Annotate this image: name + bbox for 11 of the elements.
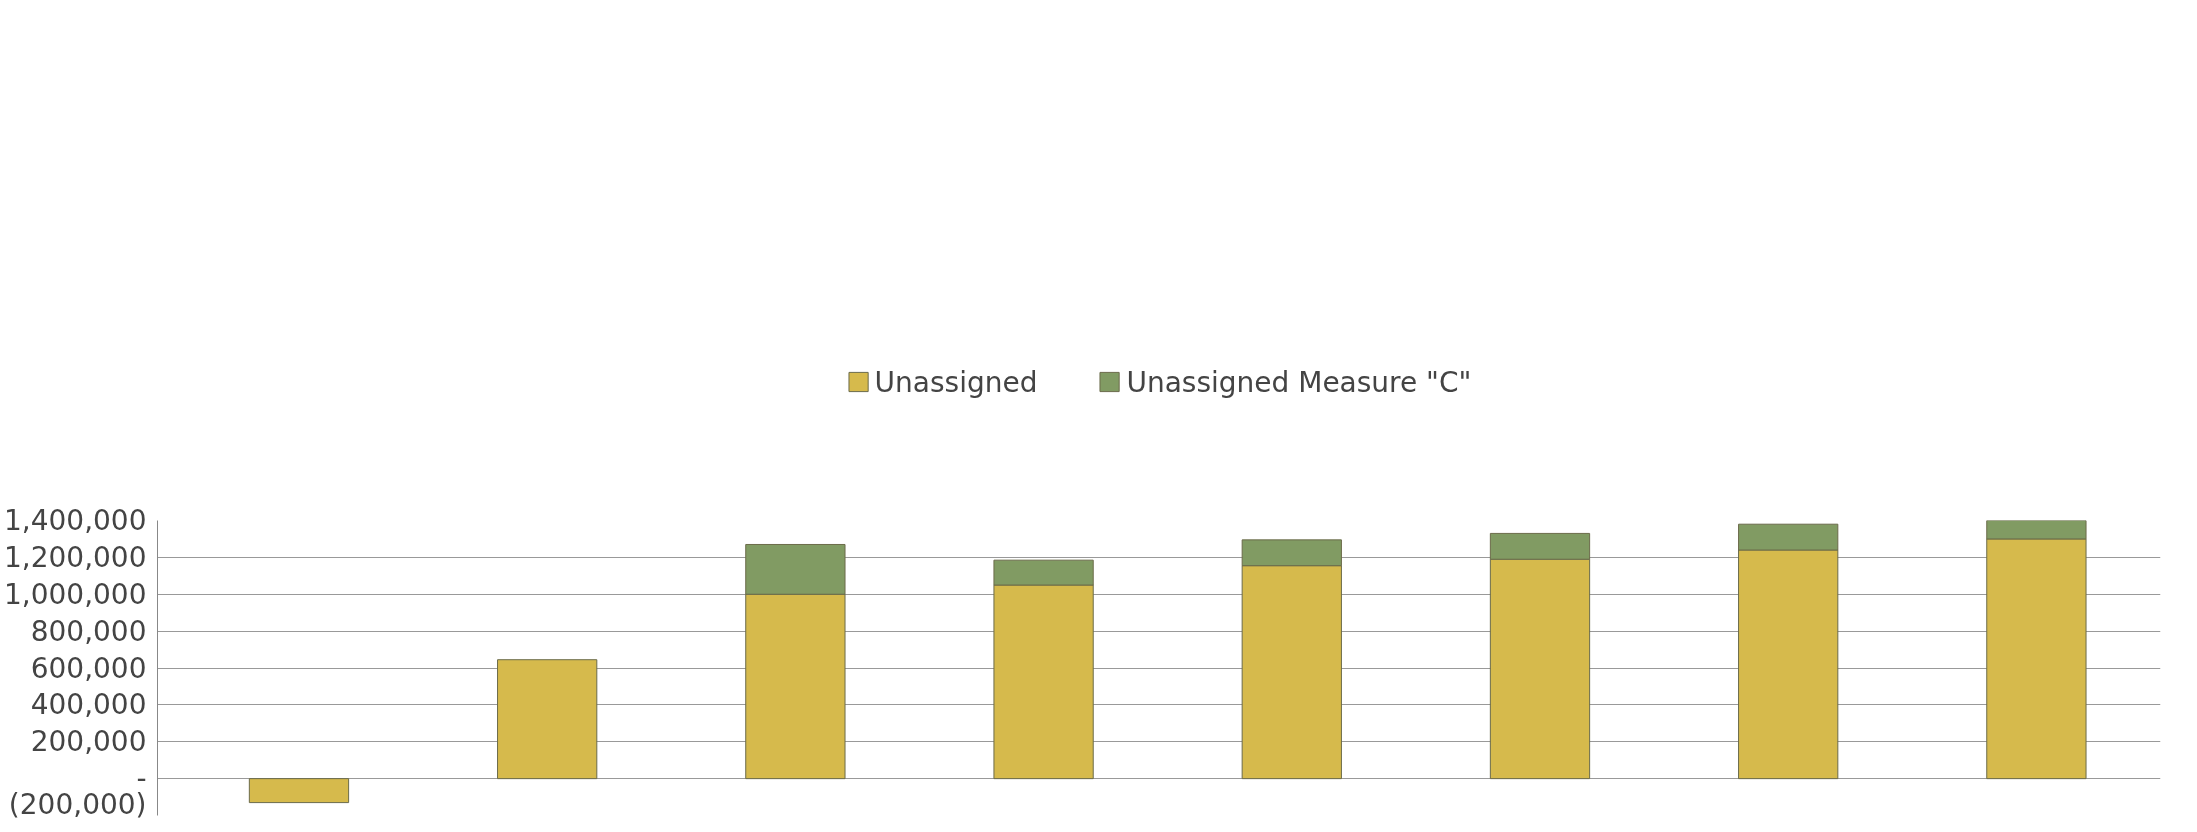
y-tick-label: 1,200,000 xyxy=(4,540,147,574)
y-tick-label: 800,000 xyxy=(30,614,147,648)
y-tick-label: 400,000 xyxy=(30,688,147,722)
legend-label: Unassigned xyxy=(874,365,1038,399)
bar xyxy=(248,778,350,804)
bar xyxy=(497,659,598,780)
y-tick-label: 600,000 xyxy=(30,651,147,685)
y-tick-label: 1,000,000 xyxy=(4,577,147,611)
y-tick-label: 1,400,000 xyxy=(4,504,147,537)
y-tick-label: 200,000 xyxy=(30,725,147,759)
legend-label: Unassigned Measure "C" xyxy=(1126,365,1472,399)
